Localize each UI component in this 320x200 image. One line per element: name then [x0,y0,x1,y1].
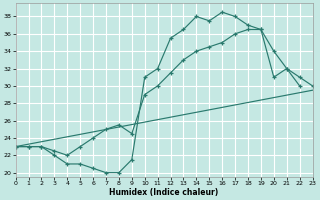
X-axis label: Humidex (Indice chaleur): Humidex (Indice chaleur) [109,188,219,197]
